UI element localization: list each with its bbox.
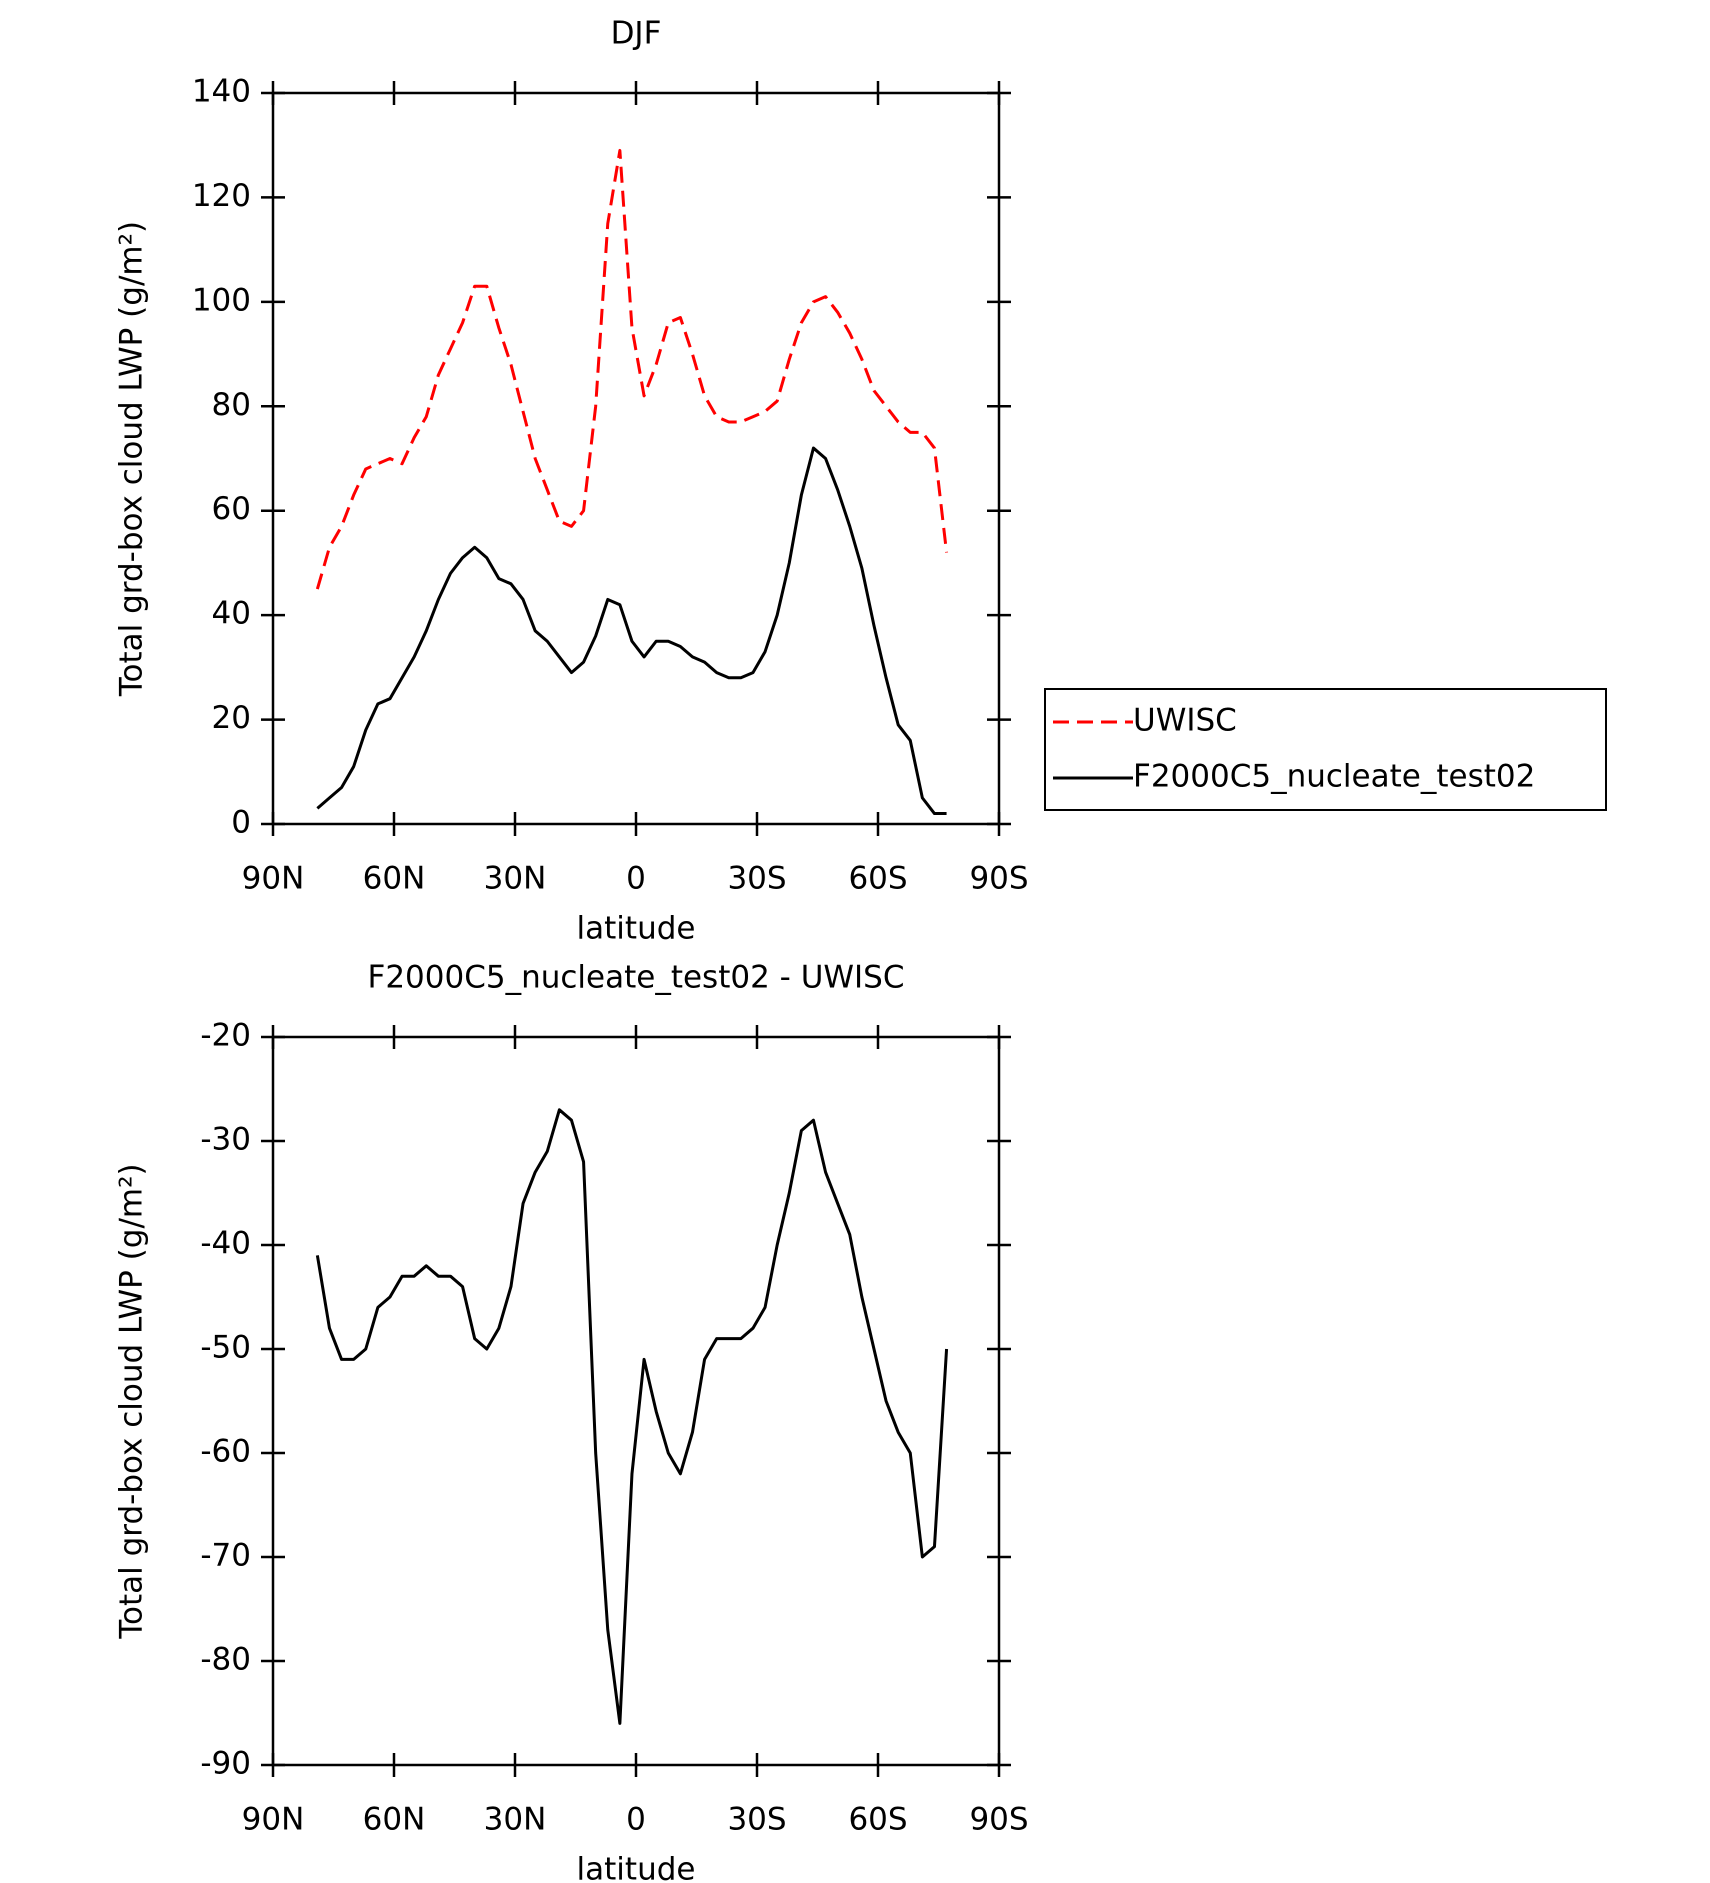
y-axis-label: Total grd-box cloud LWP (g/m²) <box>114 1163 150 1639</box>
y-tick-label: 0 <box>231 805 251 841</box>
x-tick-label: 0 <box>626 1802 646 1838</box>
y-tick-label: -70 <box>200 1538 251 1574</box>
x-tick-label: 90S <box>969 1802 1028 1838</box>
x-tick-label: 60S <box>848 1802 907 1838</box>
x-tick-label: 60S <box>848 861 907 897</box>
y-tick-label: -40 <box>200 1226 251 1262</box>
y-tick-label: 60 <box>212 491 251 527</box>
plot-frame <box>271 1035 1001 1767</box>
data-line <box>315 148 949 590</box>
data-line <box>316 446 947 816</box>
y-tick-label: -60 <box>200 1434 251 1470</box>
x-tick-label: 30N <box>484 861 547 897</box>
x-tick-label: 30N <box>484 1802 547 1838</box>
legend-box <box>1044 688 1607 811</box>
y-tick-label: 120 <box>192 178 251 214</box>
legend-label: UWISC <box>1133 703 1237 739</box>
chart-title: DJF <box>611 16 662 52</box>
x-axis-label: latitude <box>577 1852 696 1883</box>
x-tick-label: 90N <box>242 1802 305 1838</box>
x-tick-label: 30S <box>727 1802 786 1838</box>
legend-label: F2000C5_nucleate_test02 <box>1133 759 1535 795</box>
y-tick-label: -20 <box>200 1018 251 1054</box>
y-tick-label: -50 <box>200 1330 251 1366</box>
x-tick-label: 0 <box>626 861 646 897</box>
chart-title: F2000C5_nucleate_test02 - UWISC <box>367 960 904 996</box>
y-tick-label: -90 <box>200 1746 251 1782</box>
y-axis-label: Total grd-box cloud LWP (g/m²) <box>114 221 150 697</box>
x-tick-label: 30S <box>727 861 786 897</box>
x-tick-label: 90N <box>242 861 305 897</box>
x-axis-label: latitude <box>577 911 696 947</box>
x-tick-label: 60N <box>363 1802 426 1838</box>
y-tick-label: 20 <box>212 700 251 736</box>
y-tick-label: 40 <box>212 596 251 632</box>
y-tick-label: 80 <box>212 387 251 423</box>
x-tick-label: 90S <box>969 861 1028 897</box>
y-tick-label: -80 <box>200 1642 251 1678</box>
x-tick-label: 60N <box>363 861 426 897</box>
data-line <box>315 1108 949 1725</box>
plot-frame <box>271 91 1001 826</box>
y-tick-label: -30 <box>200 1122 251 1158</box>
y-tick-label: 100 <box>192 282 251 318</box>
y-tick-label: 140 <box>192 74 251 110</box>
